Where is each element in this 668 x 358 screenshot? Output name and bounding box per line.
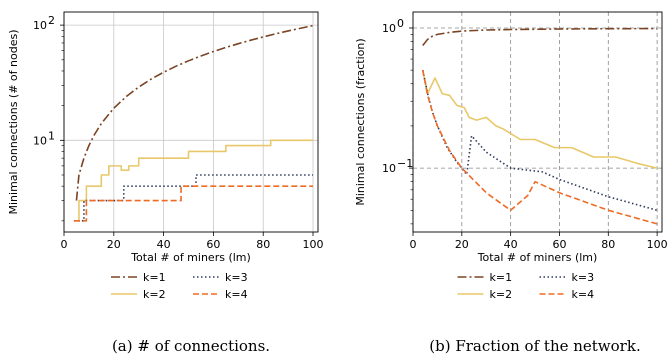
series-line-k1 xyxy=(75,24,314,201)
legend-label-k4: k=4 xyxy=(225,288,248,301)
legend-label-k3: k=3 xyxy=(225,271,248,284)
figure-caption: (b) Fraction of the network. xyxy=(429,337,640,355)
series-line-k4 xyxy=(421,69,658,225)
legend-label-k2: k=2 xyxy=(143,288,166,301)
series-line-k1 xyxy=(422,27,658,46)
x-tick-label: 20 xyxy=(107,238,121,251)
plot-frame xyxy=(63,11,319,233)
series-line-k3 xyxy=(73,174,314,222)
x-axis-label: Total # of miners (lm) xyxy=(477,251,598,264)
x-tick-label: 60 xyxy=(206,238,220,251)
y-tick-exponent: 2 xyxy=(48,14,55,27)
y-tick-label: 10 xyxy=(33,19,47,32)
y-tick-base: 10 xyxy=(382,22,396,35)
y-tick-label: 10 xyxy=(33,134,47,147)
legend-label-k3: k=3 xyxy=(572,271,595,284)
x-tick-label: 0 xyxy=(410,238,417,251)
x-tick-label: 0 xyxy=(61,238,68,251)
series-line-k2 xyxy=(421,69,658,169)
x-tick-label: 100 xyxy=(303,238,324,251)
x-tick-label: 100 xyxy=(647,238,668,251)
plot-frame xyxy=(412,11,663,233)
x-tick-label: 60 xyxy=(552,238,566,251)
y-tick-base: 10 xyxy=(33,19,47,32)
x-tick-label: 80 xyxy=(601,238,615,251)
x-tick-label: 40 xyxy=(157,238,171,251)
y-tick-exponent: −1 xyxy=(397,157,413,170)
y-tick-base: 10 xyxy=(33,134,47,147)
series-group xyxy=(421,27,658,225)
legend-label-k1: k=1 xyxy=(143,271,166,284)
y-tick-label: 10 xyxy=(382,22,396,35)
series-line-k3 xyxy=(421,69,658,212)
legend-label-k1: k=1 xyxy=(490,271,513,284)
legend-label-k4: k=4 xyxy=(572,288,595,301)
figure-caption: (a) # of connections. xyxy=(112,337,270,355)
legend-label-k2: k=2 xyxy=(490,288,513,301)
series-group xyxy=(73,24,314,222)
x-tick-label: 20 xyxy=(455,238,469,251)
series-line-k2 xyxy=(73,139,314,222)
y-tick-base: 10 xyxy=(382,162,396,175)
series-line-k4 xyxy=(73,185,314,222)
x-axis-label: Total # of miners (lm) xyxy=(130,251,251,264)
x-tick-label: 40 xyxy=(504,238,518,251)
y-axis-label: Minimal connections (fraction) xyxy=(354,38,367,205)
y-tick-exponent: 0 xyxy=(397,17,404,30)
y-axis-label: Minimal connections (# of nodes) xyxy=(7,30,20,215)
y-tick-exponent: 1 xyxy=(48,129,55,142)
x-tick-label: 80 xyxy=(256,238,270,251)
y-tick-label: 10 xyxy=(382,162,396,175)
